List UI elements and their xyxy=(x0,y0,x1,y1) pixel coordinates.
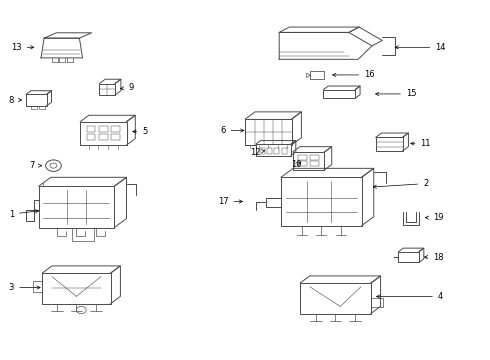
Bar xyxy=(80,122,126,145)
Bar xyxy=(311,71,324,79)
Text: 14: 14 xyxy=(395,43,446,52)
Bar xyxy=(282,148,287,154)
Bar xyxy=(310,155,319,160)
Text: 6: 6 xyxy=(220,126,244,135)
Bar xyxy=(99,126,108,132)
Text: 9: 9 xyxy=(121,83,133,92)
Text: 12: 12 xyxy=(250,148,265,157)
Bar xyxy=(310,161,319,166)
Text: 16: 16 xyxy=(333,71,375,80)
Bar xyxy=(260,148,265,154)
Bar xyxy=(267,148,272,154)
Bar xyxy=(323,90,355,98)
Text: 1: 1 xyxy=(9,210,39,219)
Text: 8: 8 xyxy=(9,95,22,104)
Bar xyxy=(298,155,307,160)
Text: 19: 19 xyxy=(425,213,443,222)
Text: 7: 7 xyxy=(30,161,42,170)
Text: 3: 3 xyxy=(9,283,40,292)
Bar xyxy=(281,177,362,226)
Bar xyxy=(274,148,279,154)
Bar xyxy=(39,186,114,228)
Bar xyxy=(398,252,419,262)
Text: 18: 18 xyxy=(424,253,443,262)
Text: 10: 10 xyxy=(291,160,301,169)
Bar xyxy=(245,119,292,145)
Text: 2: 2 xyxy=(373,179,428,188)
Bar xyxy=(87,126,96,132)
Text: 15: 15 xyxy=(376,89,416,98)
Bar xyxy=(111,134,120,140)
Bar xyxy=(256,144,291,156)
Bar xyxy=(298,161,307,166)
Text: 4: 4 xyxy=(377,292,443,301)
Bar xyxy=(376,137,403,151)
Text: 17: 17 xyxy=(218,197,243,206)
Text: 13: 13 xyxy=(11,43,34,52)
Text: 11: 11 xyxy=(411,139,431,148)
Bar xyxy=(111,126,120,132)
Bar xyxy=(87,134,96,140)
Bar xyxy=(293,152,324,170)
Bar xyxy=(99,84,115,95)
Bar xyxy=(26,94,47,106)
Bar xyxy=(42,273,111,303)
Bar xyxy=(99,134,108,140)
Bar xyxy=(300,283,371,314)
Text: 5: 5 xyxy=(133,127,147,136)
